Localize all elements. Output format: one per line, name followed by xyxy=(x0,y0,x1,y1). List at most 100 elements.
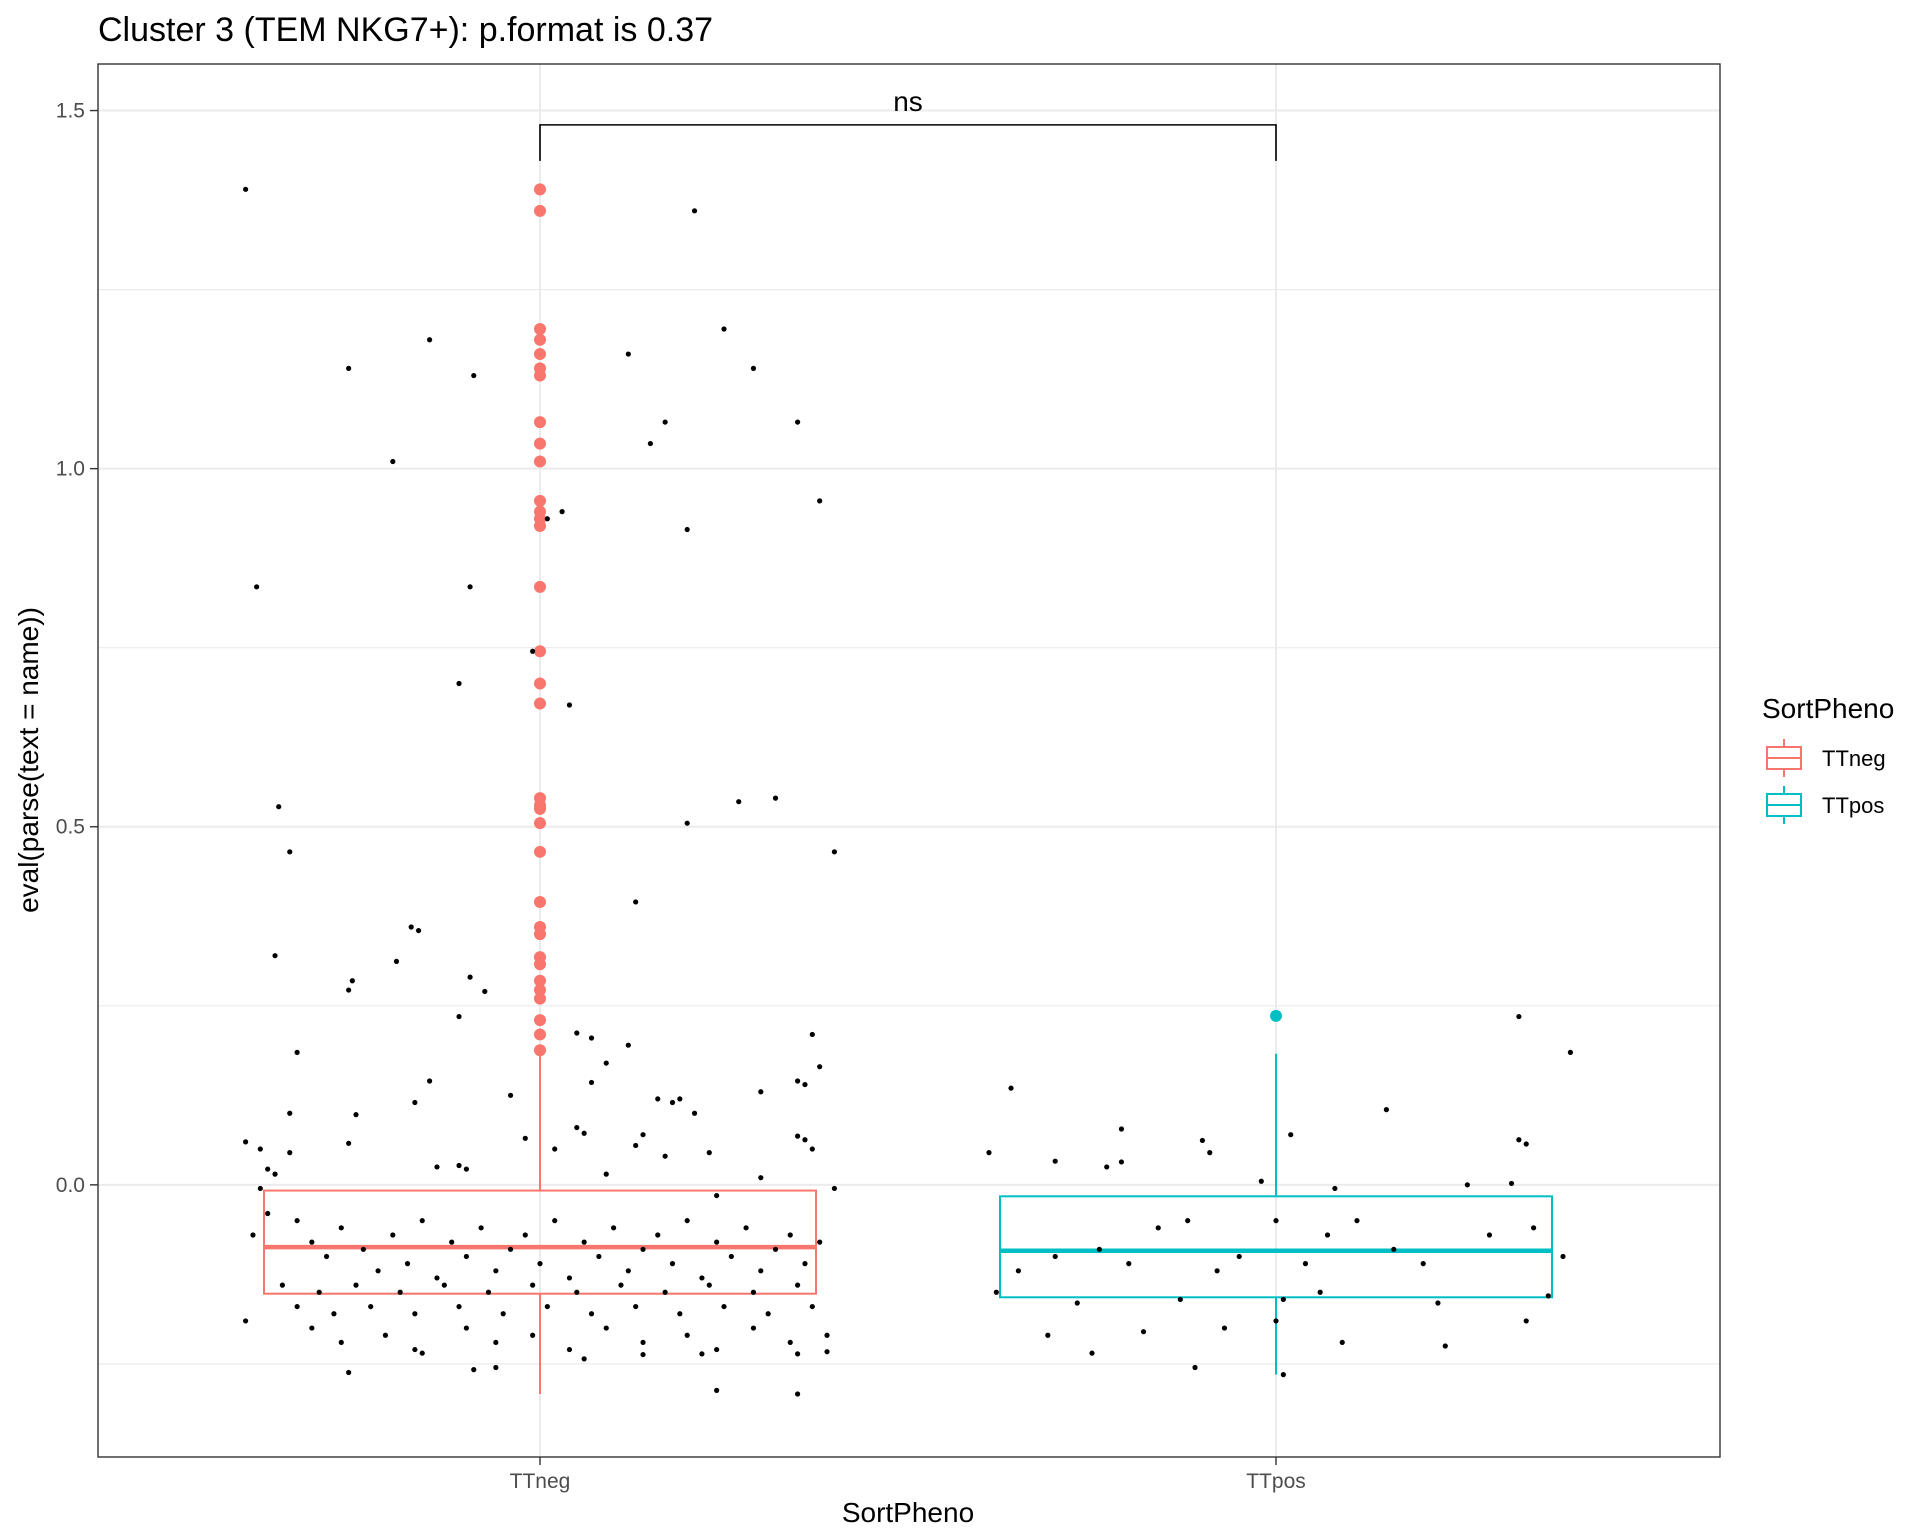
box-iqr xyxy=(263,1189,817,1295)
data-point xyxy=(1052,1253,1058,1260)
outlier-point xyxy=(534,416,546,429)
data-point xyxy=(1442,1343,1448,1349)
data-point xyxy=(706,1282,712,1288)
data-point xyxy=(243,1318,249,1324)
data-point xyxy=(507,1092,514,1098)
outlier-point xyxy=(534,802,546,815)
data-point xyxy=(566,702,573,708)
data-point xyxy=(463,1166,469,1172)
data-point xyxy=(419,1218,425,1224)
data-point xyxy=(243,1139,249,1145)
data-point xyxy=(346,365,352,371)
data-point xyxy=(254,584,260,590)
data-point xyxy=(677,1096,683,1102)
data-point xyxy=(360,1246,366,1252)
data-point xyxy=(743,1225,749,1231)
data-point xyxy=(655,1096,661,1102)
data-point xyxy=(581,1356,587,1362)
data-point xyxy=(482,988,488,995)
legend-title: SortPheno xyxy=(1762,693,1894,724)
y-tick-label: 1.0 xyxy=(56,458,85,481)
data-point xyxy=(691,208,698,214)
data-point xyxy=(706,1150,712,1156)
y-tick-label: 0.0 xyxy=(56,1174,85,1197)
data-point xyxy=(662,1153,668,1159)
data-point xyxy=(1508,1180,1515,1187)
data-point xyxy=(530,648,536,654)
data-point xyxy=(795,1391,801,1397)
data-point xyxy=(574,1030,580,1036)
data-point xyxy=(1207,1150,1213,1156)
data-point xyxy=(272,1171,278,1177)
data-point xyxy=(802,1261,808,1267)
box-iqr xyxy=(999,1195,1553,1299)
data-point xyxy=(588,1311,595,1317)
data-point xyxy=(309,1239,315,1245)
outlier-point xyxy=(534,348,546,361)
data-point xyxy=(647,440,654,447)
data-point xyxy=(349,978,355,984)
data-point xyxy=(456,1013,462,1020)
data-point xyxy=(493,1364,499,1371)
x-axis: TTneg TTpos xyxy=(510,1457,1306,1493)
legend-item-TTpos: TTpos xyxy=(1766,786,1884,824)
data-point xyxy=(1280,1296,1286,1303)
data-point xyxy=(787,1232,793,1238)
data-point xyxy=(552,1146,558,1152)
data-point xyxy=(581,1130,587,1136)
legend-label: TTpos xyxy=(1822,793,1884,818)
data-point xyxy=(640,1132,646,1138)
data-point xyxy=(427,1078,433,1084)
data-point xyxy=(831,849,838,855)
data-point xyxy=(353,1112,359,1118)
data-point xyxy=(728,1253,734,1260)
data-point xyxy=(633,899,639,905)
outlier-point xyxy=(534,845,546,858)
data-point xyxy=(1008,1085,1014,1091)
outlier-point xyxy=(1270,1009,1282,1022)
gridlines xyxy=(98,64,1720,1457)
data-point xyxy=(1118,1126,1125,1132)
data-point xyxy=(1199,1137,1205,1144)
data-point xyxy=(1324,1232,1331,1238)
data-point xyxy=(500,1311,506,1317)
data-point xyxy=(493,1339,499,1346)
data-point xyxy=(346,987,352,993)
data-point xyxy=(662,419,668,425)
data-point xyxy=(1567,1049,1573,1055)
data-point xyxy=(1486,1232,1493,1238)
data-point xyxy=(640,1351,646,1358)
data-point xyxy=(1354,1218,1360,1224)
data-point xyxy=(456,680,462,687)
outlier-point xyxy=(534,697,546,710)
data-point xyxy=(243,186,249,192)
data-point xyxy=(750,1289,757,1295)
data-point xyxy=(581,1239,587,1245)
data-point xyxy=(276,804,282,810)
data-point xyxy=(530,1332,536,1338)
data-point xyxy=(346,1140,352,1146)
data-point xyxy=(795,1282,801,1288)
data-point xyxy=(714,1239,720,1245)
data-point xyxy=(1339,1339,1345,1346)
data-point xyxy=(824,1332,830,1338)
outlier-point xyxy=(534,322,546,335)
data-point xyxy=(522,1232,528,1238)
outlier-point xyxy=(534,437,546,450)
data-point xyxy=(1140,1329,1147,1335)
data-point xyxy=(463,1325,469,1331)
outlier-point xyxy=(534,1044,546,1057)
data-point xyxy=(809,1303,815,1310)
data-point xyxy=(1221,1325,1228,1331)
data-point xyxy=(309,1325,315,1331)
data-point xyxy=(287,1110,293,1116)
data-point xyxy=(1185,1218,1191,1224)
data-point xyxy=(397,1289,403,1295)
box-layer xyxy=(263,183,1553,1394)
data-point xyxy=(471,1367,477,1373)
data-point xyxy=(625,1042,631,1048)
data-point xyxy=(993,1289,999,1295)
data-point xyxy=(691,1110,698,1116)
data-point xyxy=(1096,1246,1102,1252)
data-point xyxy=(611,1225,617,1231)
